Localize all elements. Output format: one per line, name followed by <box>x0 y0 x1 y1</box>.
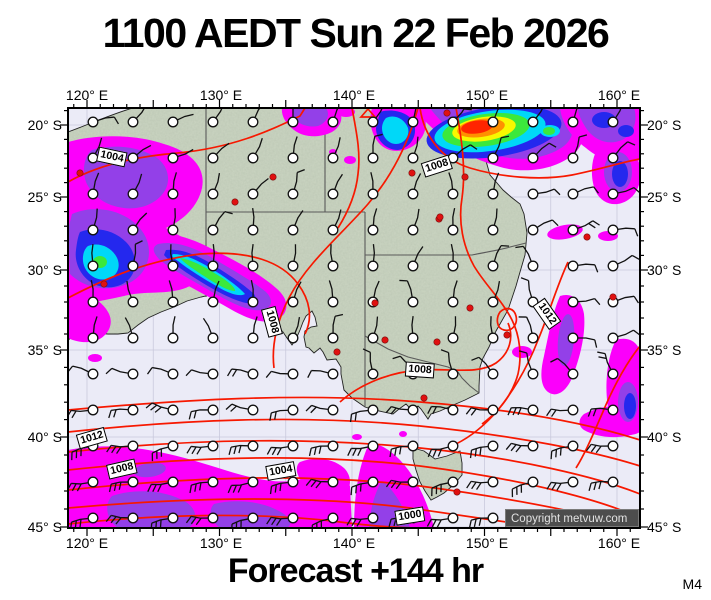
left-axis-label: 25° S <box>27 189 62 205</box>
bottom-axis-label: 150° E <box>465 535 509 551</box>
left-axis-label: 30° S <box>27 262 62 278</box>
left-axis-label: 20° S <box>27 117 62 133</box>
top-axis-label: 150° E <box>465 87 509 103</box>
left-axis-label: 35° S <box>27 342 62 358</box>
right-axis-label: 30° S <box>647 262 682 278</box>
model-tag: M4 <box>682 576 702 592</box>
top-axis-label: 140° E <box>332 87 376 103</box>
map-border <box>67 107 641 529</box>
isobar-pressure-label: 1008 <box>404 361 436 379</box>
top-axis-label: 130° E <box>199 87 243 103</box>
right-axis-label: 45° S <box>647 519 682 535</box>
bottom-axis-label: 130° E <box>199 535 243 551</box>
precipitation-layer <box>68 108 640 528</box>
bottom-axis-label: 140° E <box>332 535 376 551</box>
right-axis-label: 35° S <box>647 342 682 358</box>
page-title: 1100 AEDT Sun 22 Feb 2026 <box>102 10 610 56</box>
bottom-axis-label: 120° E <box>65 535 109 551</box>
bottom-axis-label: 160° E <box>597 535 641 551</box>
right-axis-label: 25° S <box>647 189 682 205</box>
forecast-hour-label: Forecast +144 hr <box>227 552 484 590</box>
copyright-watermark: Copyright metvuw.com <box>505 509 639 527</box>
top-axis-label: 160° E <box>597 87 641 103</box>
station-dots-layer <box>76 109 617 496</box>
left-axis-label: 40° S <box>27 429 62 445</box>
wind-barbs-layer <box>68 108 640 528</box>
left-axis-label: 45° S <box>27 519 62 535</box>
right-axis-label: 20° S <box>647 117 682 133</box>
right-axis-label: 40° S <box>647 429 682 445</box>
top-axis-label: 120° E <box>65 87 109 103</box>
